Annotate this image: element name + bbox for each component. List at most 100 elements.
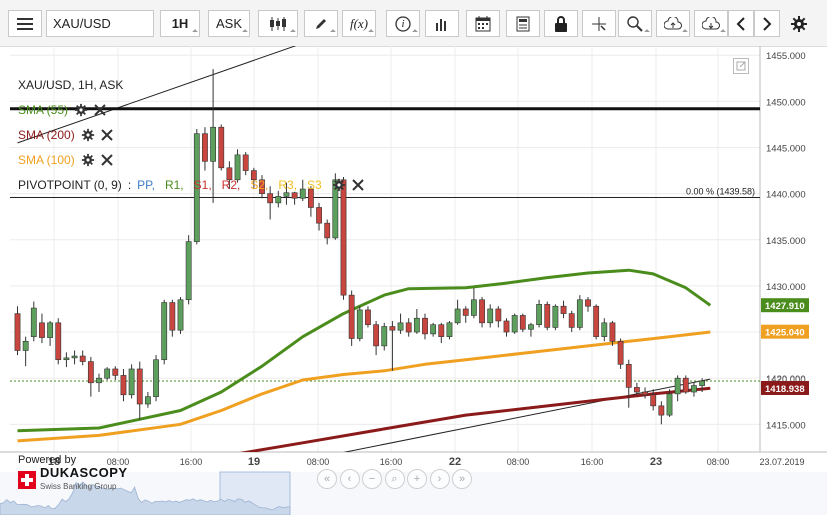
info-glyph: i [401, 17, 405, 30]
chart-type-button[interactable] [258, 10, 298, 37]
candle [642, 387, 648, 399]
y-tick-label: 1430.000 [766, 282, 806, 293]
candle-body [405, 322, 412, 333]
y-tick-label: 1445.000 [766, 144, 806, 155]
candle [218, 124, 225, 171]
gear-icon[interactable] [81, 153, 95, 167]
nav-zoom-in-button[interactable]: + [407, 469, 427, 489]
study-pivotpoint: PIVOTPOINT (0, 9) : PP, R1, S1, R2, S2, … [18, 178, 364, 192]
pencil-icon [316, 18, 326, 29]
candle [666, 389, 673, 417]
candle [242, 152, 249, 176]
candle-body [104, 368, 111, 379]
close-icon[interactable] [94, 104, 106, 116]
candle [128, 364, 135, 399]
logo-tagline: Swiss Banking Group [40, 482, 117, 491]
candle-body [177, 299, 184, 331]
price-side-select[interactable]: ASK [208, 10, 250, 37]
candle-body [193, 133, 200, 242]
candle [299, 179, 306, 202]
candle-body [259, 179, 265, 194]
report-button[interactable] [506, 10, 540, 37]
download-button[interactable] [694, 10, 728, 37]
upload-button[interactable] [656, 10, 690, 37]
study-sma200: SMA (200) [18, 128, 113, 142]
candle [511, 313, 518, 334]
study-sma100-name: SMA (100) [18, 153, 75, 167]
indicators-button[interactable]: f(x) [342, 10, 376, 37]
close-icon[interactable] [352, 179, 364, 191]
candle [161, 299, 168, 365]
candle [185, 235, 192, 305]
scroll-left-button[interactable] [728, 10, 754, 37]
close-icon[interactable] [100, 129, 113, 141]
candle-body [112, 368, 119, 376]
candle [381, 322, 388, 351]
settings-button[interactable] [788, 10, 810, 37]
nav-next-button[interactable]: › [429, 469, 450, 489]
timeframe-select[interactable]: 1H [160, 10, 200, 37]
candle-body [79, 355, 86, 362]
candle [120, 368, 127, 402]
toolbar: XAU/USD 1H ASK f(x) i [0, 0, 827, 47]
gear-icon[interactable] [332, 178, 346, 192]
candle-body [145, 396, 151, 405]
candle-body [658, 405, 665, 416]
candle-body [169, 302, 176, 331]
candle [487, 304, 494, 328]
nav-zoom-reset-button[interactable]: ⌕ [384, 469, 405, 489]
gear-icon[interactable] [74, 103, 88, 117]
symbol-input[interactable]: XAU/USD [46, 10, 154, 37]
candle [585, 296, 591, 312]
candle [39, 313, 45, 344]
gear-icon[interactable] [81, 128, 95, 142]
powered-by-label: Powered by [18, 454, 77, 466]
candle-body [120, 375, 127, 396]
candle [699, 378, 705, 393]
crosshair-button[interactable] [582, 10, 616, 37]
pivot-pp: PP, [137, 178, 155, 192]
info-button[interactable]: i [386, 10, 420, 37]
nav-first-button[interactable]: « [317, 469, 337, 489]
candle [112, 366, 119, 381]
trendline [17, 46, 297, 144]
candle-body [585, 299, 591, 307]
pivot-r2: R2, [221, 178, 241, 192]
nav-prev-button[interactable]: ‹ [339, 469, 360, 489]
candle-body [666, 393, 673, 416]
candle [601, 318, 608, 342]
dukascopy-logo: DUKASCOPY Swiss Banking Group [18, 466, 128, 493]
chevron-left-icon [736, 16, 745, 31]
candle-body [96, 377, 102, 384]
nav-zoom-out-button[interactable]: − [362, 469, 382, 489]
menu-button[interactable] [8, 10, 42, 37]
candle-body [324, 222, 331, 239]
zoom-button[interactable] [618, 10, 652, 37]
candle-body [601, 322, 608, 337]
candle-body [283, 192, 290, 197]
y-tick-label: 1415.000 [766, 420, 806, 431]
volume-button[interactable] [425, 10, 459, 37]
calendar-button[interactable] [466, 10, 500, 37]
price-chart[interactable]: 0.00 % (1439.58)1415.0001420.0001425.000… [0, 46, 827, 516]
candle [14, 306, 21, 356]
candle [519, 313, 526, 333]
candle [389, 320, 396, 371]
popout-button[interactable] [733, 58, 749, 74]
chevron-right-icon [763, 16, 772, 31]
y-tick-label: 1420.000 [766, 374, 806, 385]
candle-body [218, 126, 225, 169]
chart-area[interactable]: 0.00 % (1439.58)1415.0001420.0001425.000… [0, 46, 827, 516]
candle-body [55, 322, 62, 361]
draw-tool-button[interactable] [304, 10, 338, 37]
candle [503, 318, 510, 337]
candle [576, 295, 583, 331]
close-icon[interactable] [100, 154, 113, 166]
lock-button[interactable] [544, 10, 578, 37]
candle [397, 313, 404, 334]
scroll-right-button[interactable] [754, 10, 780, 37]
price-tag: 1427.910 [761, 298, 809, 313]
candle-body [633, 387, 640, 393]
candle-body [593, 305, 600, 337]
nav-last-button[interactable]: » [452, 469, 472, 489]
